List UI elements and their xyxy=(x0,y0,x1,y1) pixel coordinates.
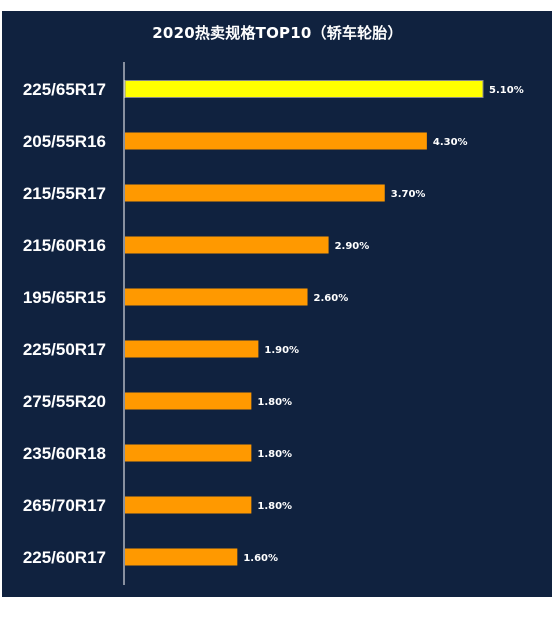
data-label: 4.30% xyxy=(433,137,468,148)
bar xyxy=(125,184,385,202)
bar xyxy=(124,80,484,98)
data-label: 3.70% xyxy=(391,189,426,200)
bar xyxy=(125,236,329,254)
y-tick-label: 215/60R16 xyxy=(23,236,106,255)
data-label: 2.60% xyxy=(314,293,349,304)
data-label: 1.80% xyxy=(257,501,292,512)
y-tick-label: 195/65R15 xyxy=(23,288,106,307)
data-label: 1.80% xyxy=(257,449,292,460)
y-tick-label: 235/60R18 xyxy=(23,444,106,463)
bar xyxy=(125,340,259,358)
y-tick-label: 275/55R20 xyxy=(23,392,106,411)
data-label: 1.90% xyxy=(264,345,299,356)
bar xyxy=(125,392,252,410)
bar xyxy=(125,496,252,514)
y-tick-label: 225/65R17 xyxy=(23,80,106,99)
data-label: 2.90% xyxy=(335,241,370,252)
y-tick-label: 205/55R16 xyxy=(23,132,106,151)
bar xyxy=(125,288,308,306)
bar xyxy=(125,132,427,150)
y-tick-label: 225/50R17 xyxy=(23,340,106,359)
data-label: 1.80% xyxy=(257,397,292,408)
y-tick-label: 225/60R17 xyxy=(23,548,106,567)
chart-title: 2020热卖规格TOP10（轿车轮胎） xyxy=(152,24,403,42)
y-tick-label: 265/70R17 xyxy=(23,496,106,515)
bar xyxy=(125,548,238,566)
y-tick-label: 215/55R17 xyxy=(23,184,106,203)
data-label: 1.60% xyxy=(243,553,278,564)
bar xyxy=(125,444,252,462)
data-label: 5.10% xyxy=(489,85,524,96)
